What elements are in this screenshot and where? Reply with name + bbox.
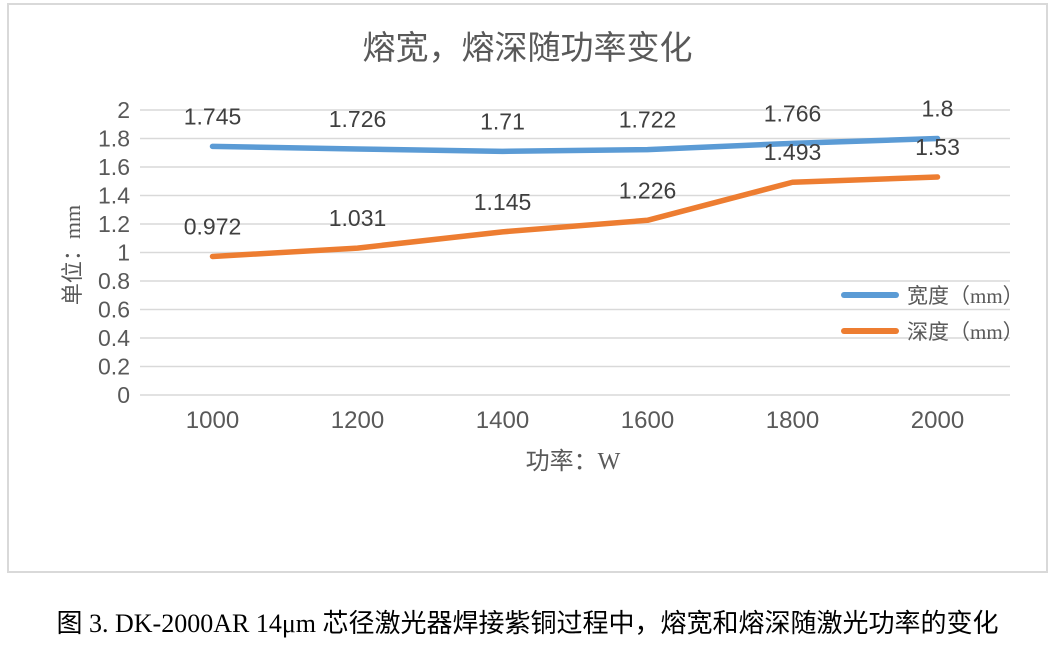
data-label: 1.53 (915, 134, 960, 160)
figure-caption: 图 3. DK-2000AR 14μm 芯径激光器焊接紫铜过程中，熔宽和熔深随激… (56, 609, 999, 638)
legend-label-depth: 深度（mm） (907, 320, 1024, 344)
x-axis-title: 功率：W (525, 449, 621, 475)
chart-container[interactable]: 熔宽，熔深随功率变化 2 1.8 1.6 1.4 1.2 1 0.8 0.6 0.4 0.2 0 10… (7, 3, 1048, 573)
x-tick-label: 1800 (766, 407, 819, 434)
y-tick-label: 1.2 (98, 211, 130, 237)
x-tick-label: 1200 (331, 407, 384, 434)
legend-item-width[interactable]: 宽度（mm） (841, 277, 1024, 313)
y-axis-title: 单位：mm (60, 204, 85, 306)
y-tick-label: 0 (117, 382, 130, 408)
y-tick-label: 0.8 (98, 268, 130, 294)
x-tick-label: 1400 (476, 407, 529, 434)
y-tick-label: 0.6 (98, 297, 130, 323)
data-label: 1.8 (922, 96, 954, 122)
data-label: 0.972 (184, 213, 242, 239)
x-tick-label: 2000 (911, 407, 964, 434)
data-label: 1.745 (184, 103, 242, 129)
y-tick-label: 0.4 (98, 325, 130, 351)
legend-label-width: 宽度（mm） (907, 284, 1024, 308)
legend-item-depth[interactable]: 深度（mm） (841, 313, 1024, 349)
y-tick-label: 1 (117, 240, 130, 266)
data-label: 1.031 (329, 205, 387, 231)
data-label: 1.71 (480, 108, 525, 134)
chart-legend: 宽度（mm） 深度（mm） (841, 277, 1024, 349)
data-label: 1.145 (474, 189, 532, 215)
data-label: 1.726 (329, 106, 387, 132)
y-tick-label: 1.6 (98, 154, 130, 180)
x-tick-label: 1000 (186, 407, 239, 434)
width-series-swatch-icon (841, 292, 899, 298)
data-label: 1.766 (764, 100, 822, 126)
chart-title: 熔宽，熔深随功率变化 (362, 31, 693, 67)
x-tick-label: 1600 (621, 407, 674, 434)
y-tick-label: 1.4 (98, 183, 130, 209)
y-tick-label: 0.2 (98, 354, 130, 380)
y-tick-label: 1.8 (98, 126, 130, 152)
data-label: 1.226 (619, 177, 677, 203)
y-tick-label: 2 (117, 97, 130, 123)
width-series-line[interactable] (209, 135, 941, 155)
data-label: 1.493 (764, 139, 822, 165)
depth-series-swatch-icon (841, 328, 899, 334)
data-label: 1.722 (619, 107, 677, 133)
depth-series-line[interactable] (209, 174, 941, 260)
